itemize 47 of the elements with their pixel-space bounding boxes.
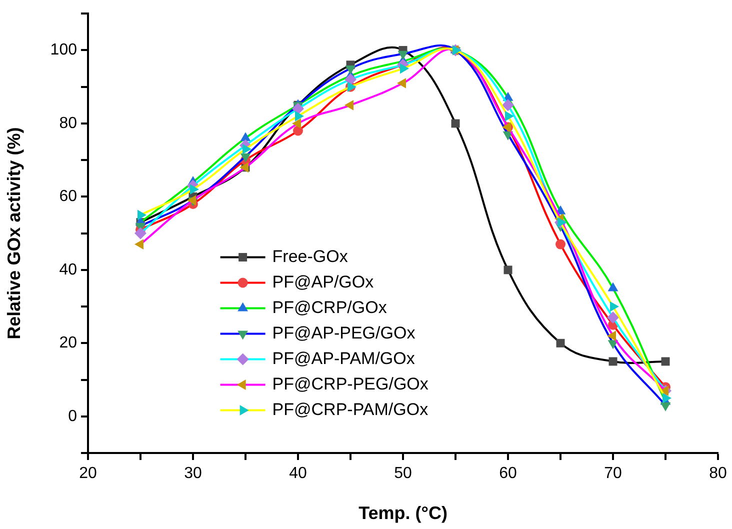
point [505,110,514,122]
point [451,119,460,128]
y-tick-label: 100 [50,42,78,59]
point [607,312,619,324]
x-tick-label: 20 [79,465,97,482]
point [134,227,146,240]
point [556,239,566,250]
x-tick-label: 70 [604,465,622,482]
x-tick-label: 60 [499,465,517,482]
x-tick-label: 80 [709,465,727,482]
point [344,74,356,86]
legend-label: Free-GOx [272,246,348,266]
point [240,132,251,142]
point [662,392,672,404]
point [293,126,303,136]
point [400,63,409,74]
x-axis-title: Temp. (°C) [358,503,448,524]
point [292,118,301,129]
point [556,338,565,348]
point [610,301,619,312]
legend-label: PF@AP-PAM/GOx [272,348,416,368]
legend-label: PF@AP/GOx [272,272,374,292]
legend-label: PF@AP-PEG/GOx [272,323,416,342]
y-tick-label: 80 [59,114,78,132]
point [240,153,251,162]
point [502,99,514,112]
point [660,402,671,412]
y-tick-label: 60 [59,188,78,206]
legend-label: PF@CRP-PAM/GOx [272,400,429,419]
x-tick-label: 40 [289,465,307,482]
point [344,100,354,110]
point [134,239,144,250]
point [608,340,618,350]
y-tick-label: 0 [68,408,78,425]
y-tick-label: 20 [59,334,78,352]
point [558,217,566,228]
point [187,195,196,206]
point [608,357,618,366]
point [661,357,670,366]
x-tick-label: 50 [394,465,412,482]
legend-label: PF@CRP-PEG/GOx [272,374,429,394]
point [504,266,512,274]
y-axis-title: Relative GOx activity (%) [4,127,24,340]
point [398,50,408,60]
y-tick-label: 40 [59,261,78,278]
legend-label: PF@CRP/GOx [272,298,388,317]
x-tick-label: 30 [184,465,202,482]
